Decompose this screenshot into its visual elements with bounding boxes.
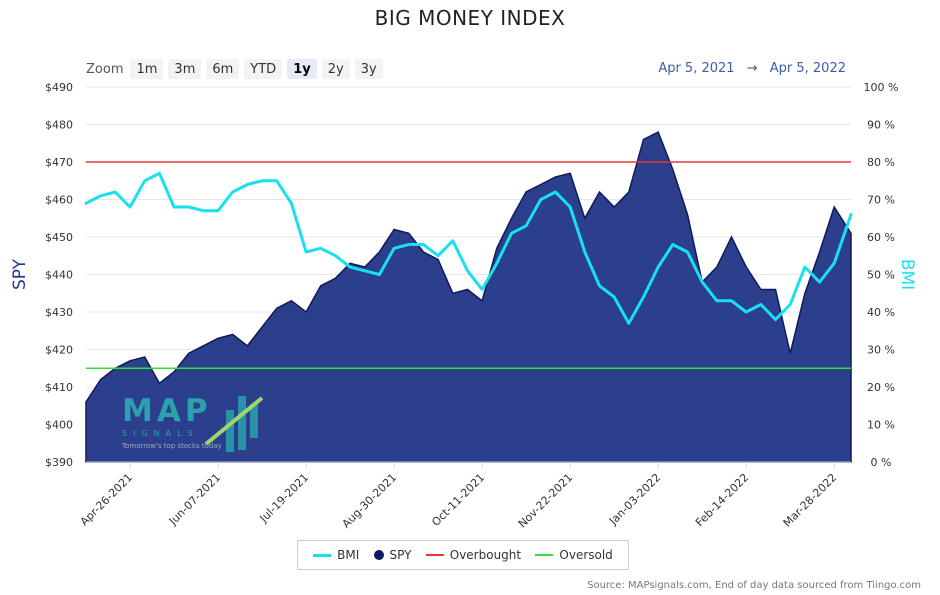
y-right-tick-label: 30 %: [867, 344, 895, 357]
y-left-axis-title: SPY: [10, 258, 30, 290]
range-to[interactable]: Apr 5, 2022: [769, 61, 846, 76]
x-tick-label: Aug-30-2021: [340, 471, 400, 531]
x-tick-label: Mar-28-2022: [781, 471, 840, 530]
logo-sub: SIGNALS: [122, 429, 199, 438]
x-tick-label: Jun-07-2021: [166, 471, 223, 528]
y-left-tick-label: $410: [45, 381, 73, 394]
y-right-tick-label: 50 %: [867, 269, 895, 282]
zoom-button-3m[interactable]: 3m: [168, 59, 202, 79]
y-left-tick-label: $460: [45, 194, 73, 207]
y-left-tick-label: $420: [45, 344, 73, 357]
legend: BMI SPY Overbought Oversold: [297, 540, 629, 570]
y-left-tick-label: $450: [45, 231, 73, 244]
spy-area: [85, 130, 852, 463]
zoom-button-ytd[interactable]: YTD: [244, 59, 283, 79]
zoom-button-1m[interactable]: 1m: [130, 59, 164, 79]
x-tick-label: Jan-03-2022: [606, 471, 663, 528]
source-note: Source: MAPsignals.com, End of day data …: [587, 580, 921, 591]
x-tick-label: Apr-26-2021: [78, 471, 135, 528]
zoom-bar: Zoom 1m 3m 6m YTD 1y 2y 3y: [86, 59, 383, 79]
chart-title: BIG MONEY INDEX: [374, 6, 566, 30]
y-left-tick-label: $490: [45, 81, 73, 94]
legend-item-overbought[interactable]: Overbought: [425, 548, 522, 562]
y-left-tick-label: $440: [45, 269, 73, 282]
zoom-button-2y[interactable]: 2y: [321, 59, 350, 79]
y-left-tick-label: $430: [45, 306, 73, 319]
legend-label-bmi: BMI: [337, 548, 360, 562]
y-left-tick-label: $390: [45, 456, 73, 469]
x-tick-label: Jul-19-2021: [257, 471, 312, 526]
bmi-line: [84, 171, 853, 325]
oversold-swatch-icon: [535, 554, 554, 556]
legend-item-spy[interactable]: SPY: [373, 548, 412, 562]
logo-mark-icon: [204, 396, 264, 452]
zoom-label: Zoom: [86, 61, 124, 77]
range-arrow: →: [746, 61, 758, 76]
overbought-swatch-icon: [425, 554, 444, 556]
zoom-button-6m[interactable]: 6m: [206, 59, 240, 79]
y-right-axis-title: BMI: [897, 259, 917, 290]
y-left-tick-label: $400: [45, 419, 73, 432]
x-tick-label: Oct-11-2021: [429, 471, 487, 529]
y-left-tick-label: $480: [45, 119, 73, 132]
y-right-tick-label: 70 %: [867, 194, 895, 207]
y-right-tick-label: 40 %: [867, 306, 895, 319]
y-right-tick-label: 0 %: [871, 456, 892, 469]
y-right-tick-label: 20 %: [867, 381, 895, 394]
y-right-tick-label: 100 %: [864, 81, 899, 94]
legend-label-overbought: Overbought: [449, 548, 522, 562]
y-right-tick-label: 60 %: [867, 231, 895, 244]
legend-label-oversold: Oversold: [559, 548, 613, 562]
spy-swatch-icon: [373, 550, 384, 560]
map-signals-logo: MAP SIGNALS Tomorrow's top stocks today: [122, 393, 222, 451]
x-tick-label: Nov-22-2021: [516, 471, 575, 530]
y-left-tick-label: $470: [45, 156, 73, 169]
zoom-button-1y[interactable]: 1y: [287, 59, 317, 79]
legend-label-spy: SPY: [389, 548, 412, 562]
x-tick-label: Feb-14-2022: [693, 471, 751, 529]
legend-item-bmi[interactable]: BMI: [313, 548, 359, 562]
y-right-tick-label: 10 %: [867, 419, 895, 432]
y-right-tick-label: 90 %: [867, 119, 895, 132]
logo-name: MAP: [122, 393, 212, 429]
date-range: Apr 5, 2021 → Apr 5, 2022: [658, 61, 846, 76]
legend-item-oversold[interactable]: Oversold: [535, 548, 613, 562]
logo-tagline: Tomorrow's top stocks today: [122, 442, 222, 450]
zoom-button-3y[interactable]: 3y: [354, 59, 383, 79]
bmi-swatch-icon: [313, 553, 332, 557]
range-from[interactable]: Apr 5, 2021: [658, 61, 735, 76]
y-right-tick-label: 80 %: [867, 156, 895, 169]
